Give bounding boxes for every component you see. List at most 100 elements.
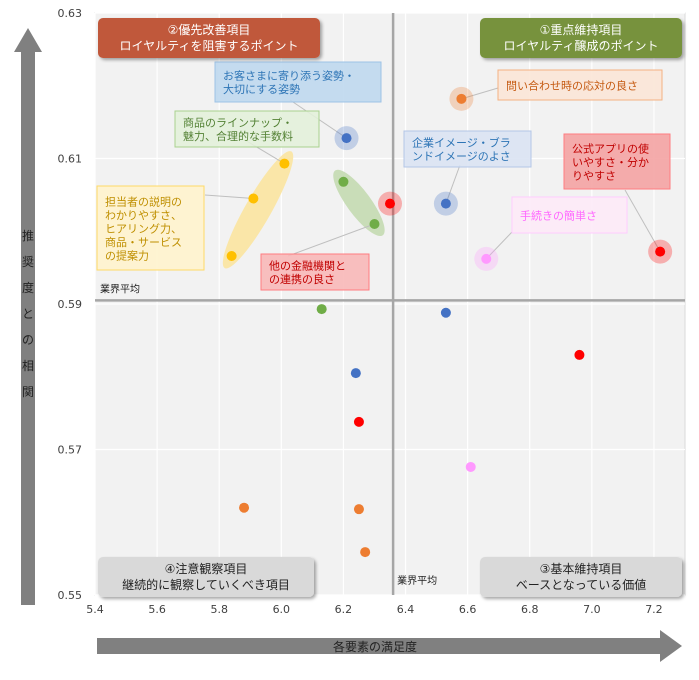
data-point xyxy=(316,304,327,315)
data-point xyxy=(440,198,451,209)
callout-connector xyxy=(445,164,461,204)
average-label-x: 業界平均 xyxy=(397,574,437,587)
callout-box xyxy=(497,69,663,101)
data-point xyxy=(338,176,349,187)
callout-box xyxy=(511,196,628,234)
x-tick-label: 6.0 xyxy=(273,603,291,616)
callout-label: ヒアリング力、 xyxy=(105,221,182,235)
callout: 問い合わせ時の応対の良さ xyxy=(497,69,663,101)
x-axis-arrow xyxy=(97,630,682,662)
callout-label: 商品・サービス xyxy=(105,235,182,249)
x-tick-label: 6.2 xyxy=(335,603,353,616)
quadrant-label-box xyxy=(480,18,682,58)
x-tick-label: 5.8 xyxy=(210,603,228,616)
callout-label: 問い合わせ時の応対の良さ xyxy=(506,78,638,92)
data-point xyxy=(385,198,395,209)
quadrant-subtitle: ロイヤルティ醸成のポイント xyxy=(504,39,659,53)
y-axis-arrow xyxy=(14,28,42,605)
data-point xyxy=(481,253,492,264)
data-point xyxy=(456,93,467,104)
data-point xyxy=(226,250,237,261)
quadrant-label-box xyxy=(98,18,320,58)
y-tick-label: 0.57 xyxy=(58,444,83,457)
x-tick-label: 7.0 xyxy=(583,603,601,616)
plot-area: 0.55 0.57 0.59 0.61 0.63 5.4 5.6 5.8 6.0 6.2 6.4 6… xyxy=(58,7,686,616)
callout-label: 他の金融機関と xyxy=(269,259,346,273)
data-point xyxy=(655,246,666,257)
callout-box xyxy=(96,185,205,271)
callout-connector xyxy=(485,231,513,260)
cluster-ellipse xyxy=(222,151,294,269)
callout-label: 魅力、合理的な手数料 xyxy=(183,129,293,143)
y-axis-label: 推奨度との相関 xyxy=(22,229,34,399)
y-tick-label: 0.59 xyxy=(58,298,83,311)
callouts: 問い合わせ時の応対の良さ お客さまに寄り添う姿勢・大切にする姿勢商品のラインナップ… xyxy=(96,61,671,291)
average-label-y: 業界平均 xyxy=(100,282,140,295)
y-tick-labels: 0.55 0.57 0.59 0.61 0.63 xyxy=(58,7,83,602)
quadrant-title: ④注意観察項目 xyxy=(165,561,248,576)
y-tick-label: 0.63 xyxy=(58,7,83,20)
callout-connector xyxy=(204,194,254,200)
callout-box xyxy=(174,110,320,148)
data-point xyxy=(279,158,290,169)
quadrant-subtitle: ロイヤルティを阻害するポイント xyxy=(120,38,299,53)
callout: 商品のラインナップ・魅力、合理的な手数料 xyxy=(174,110,320,148)
callout-label: 公式アプリの使 xyxy=(572,142,649,155)
data-point xyxy=(369,218,380,229)
x-tick-label: 6.8 xyxy=(521,603,539,616)
data-point xyxy=(350,368,361,379)
callout-label: 手続きの簡単さ xyxy=(520,208,597,222)
data-point xyxy=(353,504,364,515)
callout-label: わかりやすさ、 xyxy=(105,209,182,222)
callout-label: 大切にする姿勢 xyxy=(223,82,300,96)
x-tick-label: 5.6 xyxy=(148,603,166,616)
callout-label: 商品のラインナップ・ xyxy=(183,116,293,130)
data-point xyxy=(440,307,451,318)
quadrant-subtitle: ベースとなっている価値 xyxy=(516,577,646,592)
quadrant-subtitle: 継続的に観察していくべき項目 xyxy=(122,577,290,592)
callout: お客さまに寄り添う姿勢・大切にする姿勢 xyxy=(214,61,382,103)
y-tick-label: 0.55 xyxy=(58,589,83,602)
callout-label: 企業イメージ・ブラ xyxy=(412,136,511,150)
data-point xyxy=(248,193,259,204)
callout-label: ンドイメージのよさ xyxy=(412,150,511,163)
callout-label: お客さまに寄り添う姿勢・ xyxy=(223,69,355,83)
quadrant-label-box xyxy=(480,557,682,597)
x-tick-label: 6.4 xyxy=(397,603,415,616)
callout-box xyxy=(563,133,671,190)
callout-label: の提案力 xyxy=(105,248,149,262)
callout-connector xyxy=(461,87,499,100)
y-tick-label: 0.61 xyxy=(58,153,83,166)
callout-label: りやすさ xyxy=(572,169,616,182)
x-tick-label: 7.2 xyxy=(645,603,663,616)
callout-label: 担当者の説明の xyxy=(105,194,182,208)
callout-connector xyxy=(624,189,661,252)
data-point xyxy=(239,502,250,513)
x-axis-label: 各要素の満足度 xyxy=(333,639,417,654)
data-point xyxy=(353,416,364,427)
callout-connector xyxy=(287,223,375,257)
data-point xyxy=(360,547,371,558)
quadrant-title: ③基本維持項目 xyxy=(540,561,623,576)
data-point xyxy=(341,133,352,144)
x-tick-label: 5.4 xyxy=(86,603,104,616)
callout: 手続きの簡単さ xyxy=(511,196,628,234)
callout-box xyxy=(403,130,532,168)
callout-box xyxy=(214,61,382,103)
data-point xyxy=(574,349,585,360)
x-tick-labels: 5.4 5.6 5.8 6.0 6.2 6.4 6.6 6.8 7.0 7.2 xyxy=(86,603,662,616)
quadrant-title: ②優先改善項目 xyxy=(168,22,251,37)
callout-label: の連携の良さ xyxy=(269,272,335,286)
quadrant-label-box xyxy=(98,557,314,597)
data-points xyxy=(226,86,673,558)
callout-box xyxy=(260,253,370,291)
